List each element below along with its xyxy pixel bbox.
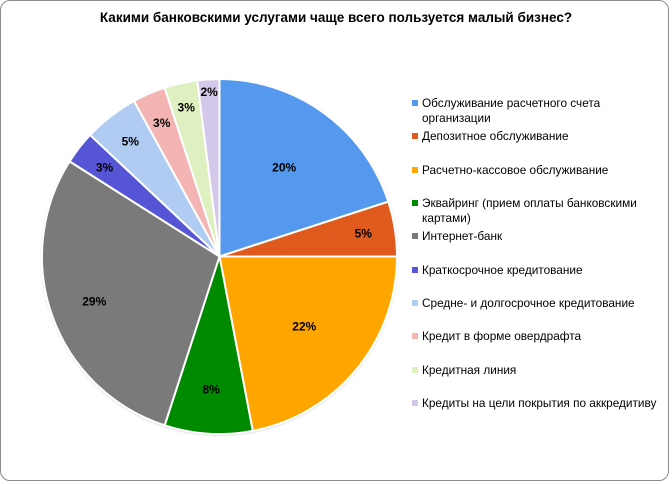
legend-swatch-icon [412,200,418,206]
legend-swatch-icon [412,367,418,373]
chart-title: Какими банковскими услугами чаще всего п… [99,10,573,25]
slice-percent-label: 3% [153,116,171,130]
legend-swatch-icon [412,100,418,106]
legend-item: Краткосрочное кредитование [412,263,667,278]
slice-percent-label: 5% [122,134,140,148]
slice-percent-label: 5% [355,227,373,241]
legend-label: Кредитная линия [422,363,517,377]
slice-percent-label: 8% [202,382,220,396]
legend-swatch-icon [412,133,418,139]
legend-label: Краткосрочное кредитование [422,263,583,277]
slice-percent-label: 20% [272,160,296,174]
slice-percent-label: 2% [200,85,218,99]
legend-swatch-icon [412,400,418,406]
legend-item: Интернет-банк [412,229,667,244]
pie-labels: 20% 5% 22% 8% 29% 3% 5% 3% 3% 2% [82,85,372,397]
legend-item: Депозитное обслуживание [412,129,667,144]
legend-label: Интернет-банк [422,229,503,243]
legend-item: Обслуживание расчетного счета организаци… [412,96,667,126]
legend-label: Расчетно-кассовое обслуживание [422,163,609,177]
pie-slice [218,77,390,258]
legend-swatch-icon [412,333,418,339]
legend-swatch-icon [412,267,418,273]
legend-label: Кредиты на цели покрытия по аккредитиву [422,396,657,410]
pie-slice [163,256,254,435]
legend-label: Депозитное обслуживание [422,129,569,143]
legend-item: Кредиты на цели покрытия по аккредитиву [412,396,667,411]
pie-slices [41,77,399,435]
legend-label: Кредит в форме овердрафта [422,329,582,343]
legend-item: Кредитная линия [412,363,667,378]
slice-percent-label: 22% [292,320,316,334]
pie-slice [196,77,221,257]
legend-item: Кредит в форме овердрафта [412,329,667,344]
legend-label: Средне- и долгосрочное кредитование [422,296,635,310]
legend-label: Эквайринг (прием оплаты банковскими карт… [422,196,637,225]
slice-percent-label: 3% [178,101,196,115]
legend-swatch-icon [412,233,418,239]
slice-percent-label: 3% [96,160,114,174]
pie-slice [41,160,221,427]
legend-swatch-icon [412,300,418,306]
legend-item: Эквайринг (прием оплаты банковскими карт… [412,196,667,226]
legend-label: Обслуживание расчетного счета организаци… [422,96,601,125]
pie-slice [218,255,399,433]
slice-percent-label: 29% [82,295,106,309]
legend-swatch-icon [412,167,418,173]
legend-item: Расчетно-кассовое обслуживание [412,163,667,178]
legend-item: Средне- и долгосрочное кредитование [412,296,667,311]
